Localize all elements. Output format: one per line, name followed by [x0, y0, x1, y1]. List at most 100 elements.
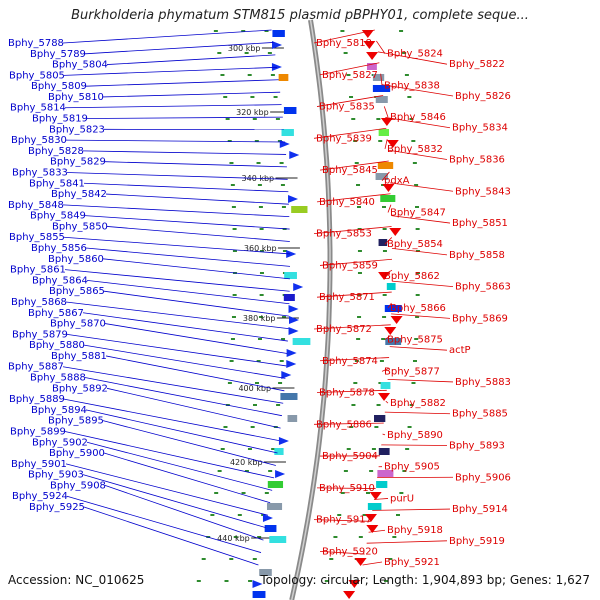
- leader-line: [86, 116, 283, 119]
- ring-tick: [268, 470, 273, 472]
- gene-label-right: Bphy_5886: [316, 419, 372, 430]
- ring-tick: [382, 250, 387, 252]
- gene-label-left: Bphy_5903: [28, 470, 84, 481]
- leader-line: [106, 226, 290, 242]
- ring-tick: [405, 448, 410, 450]
- leader-line: [391, 215, 451, 224]
- ring-tick: [275, 118, 280, 120]
- ring-tick: [229, 162, 234, 164]
- feature-arrow: [382, 184, 395, 192]
- ring-tick: [357, 272, 362, 274]
- ring-tick: [354, 360, 359, 362]
- ring-tick: [379, 360, 384, 362]
- ring-tick: [259, 272, 264, 274]
- leader-line: [83, 182, 289, 193]
- leader-line: [381, 171, 390, 181]
- ring-tick: [382, 316, 387, 318]
- feature-block: [384, 305, 402, 312]
- gene-label-right: Bphy_5863: [455, 282, 511, 293]
- leader-line: [380, 73, 383, 86]
- gene-label-right: Bphy_5854: [387, 239, 443, 250]
- leader-line: [102, 91, 281, 98]
- ring-tick: [248, 580, 253, 582]
- leader-line: [387, 302, 392, 309]
- leader-line: [62, 204, 290, 218]
- leader-line: [368, 529, 386, 533]
- feature-block: [291, 206, 308, 213]
- ring-tick: [351, 404, 356, 406]
- feature-arrow: [288, 316, 299, 324]
- gene-label-right: Bphy_5885: [452, 409, 508, 420]
- ring-tick: [229, 558, 234, 560]
- feature-arrow: [363, 41, 376, 49]
- gene-label-left: Bphy_5902: [32, 437, 88, 448]
- ring-tick: [278, 382, 283, 384]
- gene-label-left: Bphy_5899: [10, 426, 66, 437]
- leader-line: [64, 269, 290, 292]
- ring-tick: [217, 52, 222, 54]
- feature-block: [252, 591, 266, 598]
- gene-label-right: Bphy_5906: [455, 472, 511, 483]
- feature-arrow: [293, 283, 304, 291]
- ring-tick: [353, 140, 358, 142]
- feature-arrow: [289, 151, 300, 159]
- leader-line: [105, 355, 285, 392]
- feature-arrow: [262, 514, 273, 522]
- leader-line: [313, 226, 392, 235]
- leader-line: [319, 160, 389, 171]
- gene-label-right: Bphy_5917: [316, 515, 372, 526]
- leader-line: [391, 313, 451, 319]
- gene-label-left: Bphy_5833: [12, 167, 68, 178]
- ring-tick: [282, 250, 287, 252]
- leader-line: [377, 51, 448, 65]
- ring-tick: [356, 184, 361, 186]
- ring-tick: [357, 250, 362, 252]
- ring-tick: [223, 96, 228, 98]
- gene-label-right: Bphy_5875: [387, 335, 443, 346]
- leader-line: [385, 400, 389, 404]
- gene-label-right: Bphy_5822: [449, 59, 505, 70]
- feature-block: [375, 96, 388, 103]
- gene-label-right: Bphy_5826: [455, 91, 511, 102]
- backbone-arc: [289, 19, 333, 600]
- feature-block: [259, 569, 272, 576]
- kbp-label: 320 kbp: [236, 108, 269, 117]
- leader-line: [102, 258, 290, 280]
- ring-tick: [382, 294, 387, 296]
- leader-line: [382, 433, 386, 436]
- ring-tick: [257, 338, 262, 340]
- leader-line: [86, 441, 273, 491]
- feature-arrow: [278, 437, 289, 445]
- gene-label-left: Bphy_5809: [31, 81, 87, 92]
- gene-label-right: Bphy_5893: [449, 440, 505, 451]
- ring-tick: [324, 580, 329, 582]
- label-leader-lines: [62, 29, 454, 566]
- leader-line: [316, 95, 384, 107]
- gene-label-left: Bphy_5892: [52, 383, 108, 394]
- ring-tick: [349, 96, 354, 98]
- ring-tick: [256, 162, 261, 164]
- ring-tick: [196, 580, 201, 582]
- feature-arrow: [252, 580, 263, 588]
- leader-line: [62, 366, 284, 404]
- feature-block: [374, 415, 386, 422]
- feature-block: [283, 107, 297, 114]
- ring-tick: [271, 448, 276, 450]
- gene-label-right: Bphy_5910: [319, 483, 375, 494]
- feature-block: [264, 525, 277, 532]
- ring-tick: [256, 360, 261, 362]
- feature-block: [284, 272, 297, 279]
- feature-arrow: [348, 580, 361, 588]
- ring-tick: [356, 206, 361, 208]
- feature-arrow: [386, 140, 399, 148]
- ring-tick: [280, 184, 285, 186]
- feature-arrow: [378, 272, 391, 280]
- feature-arrow: [343, 591, 356, 599]
- gene-label-right: Bphy_5905: [384, 462, 440, 473]
- gene-label-right: Bphy_5890: [387, 430, 443, 441]
- ring-tick: [399, 30, 404, 32]
- leader-line: [313, 127, 387, 139]
- gene-label-right: Bphy_5918: [387, 525, 443, 536]
- feature-arrow: [288, 195, 299, 203]
- ring-tick: [227, 382, 232, 384]
